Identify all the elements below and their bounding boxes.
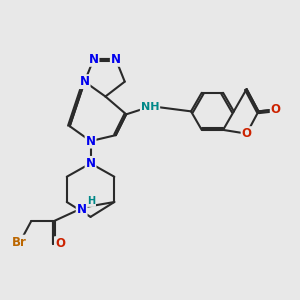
Text: N: N bbox=[76, 203, 87, 216]
Text: O: O bbox=[55, 237, 65, 250]
Text: NH: NH bbox=[141, 102, 159, 112]
Text: N: N bbox=[80, 75, 90, 88]
Text: H: H bbox=[87, 196, 95, 206]
Text: Br: Br bbox=[12, 236, 27, 249]
Text: N: N bbox=[85, 135, 96, 148]
Text: N: N bbox=[85, 157, 96, 170]
Text: O: O bbox=[242, 127, 252, 140]
Text: O: O bbox=[271, 103, 281, 116]
Text: N: N bbox=[88, 53, 98, 66]
Text: N: N bbox=[111, 53, 121, 66]
